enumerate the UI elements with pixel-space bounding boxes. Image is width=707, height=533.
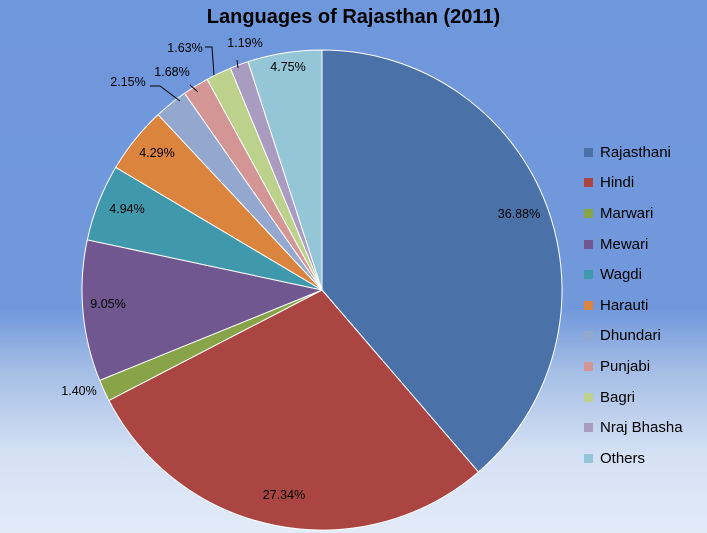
legend-item-others: Others [584,443,683,474]
legend-item-punjabi: Punjabi [584,351,683,382]
legend-swatch [584,453,593,463]
legend-swatch [584,300,593,310]
legend-item-hindi: Hindi [584,168,683,199]
legend-swatch [584,147,593,157]
legend-label: Punjabi [600,357,651,375]
legend: Rajasthani Hindi Marwari Mewari Wagdi Harauti… [584,137,683,474]
legend-item-wagdi: Wagdi [584,259,683,290]
legend-swatch [584,423,593,433]
data-label-bagri: 1.63% [167,41,202,55]
legend-label: Hindi [600,174,635,192]
data-label-harauti: 4.29% [139,146,174,160]
legend-label: Harauti [600,296,649,314]
legend-swatch [584,239,593,249]
legend-item-mewari: Mewari [584,229,683,260]
legend-swatch [584,331,593,341]
legend-label: Wagdi [600,266,642,284]
data-label-nraj-bhasha: 1.19% [227,36,262,50]
data-label-punjabi: 1.68% [154,65,189,79]
legend-label: Mewari [600,235,649,253]
legend-swatch [584,361,593,371]
chart-title: Languages of Rajasthan (2011) [206,6,501,28]
legend-label: Bagri [600,388,636,406]
leader-line [189,84,199,93]
leader-line [150,85,181,102]
legend-item-bagri: Bagri [584,382,683,413]
data-label-mewari: 9.05% [90,297,125,311]
pie-slice-mewari [81,239,324,382]
data-label-rajasthani: 36.88% [498,207,540,221]
legend-swatch [584,270,593,280]
legend-label: Marwari [600,204,654,222]
legend-item-nraj-bhasha: Nraj Bhasha [584,412,683,443]
legend-label: Nraj Bhasha [600,419,683,437]
data-label-marwari: 1.40% [61,384,96,398]
legend-label: Others [600,449,646,467]
pie-slice-hindi [108,289,480,531]
leader-line [205,46,215,76]
data-label-dhundari: 2.15% [110,75,145,89]
legend-swatch [584,208,593,218]
legend-swatch [584,392,593,402]
leader-line [236,59,239,69]
legend-item-rajasthani: Rajasthani [584,137,683,168]
legend-label: Rajasthani [600,143,671,161]
legend-item-marwari: Marwari [584,198,683,229]
legend-label: Dhundari [600,327,661,345]
legend-item-harauti: Harauti [584,290,683,321]
legend-item-dhundari: Dhundari [584,321,683,352]
data-label-others: 4.75% [270,60,305,74]
legend-swatch [584,178,593,188]
data-label-hindi: 27.34% [263,488,305,502]
pie-slice-rajasthani [321,49,563,473]
pie-slice-others [247,49,323,291]
data-label-wagdi: 4.94% [109,202,144,216]
